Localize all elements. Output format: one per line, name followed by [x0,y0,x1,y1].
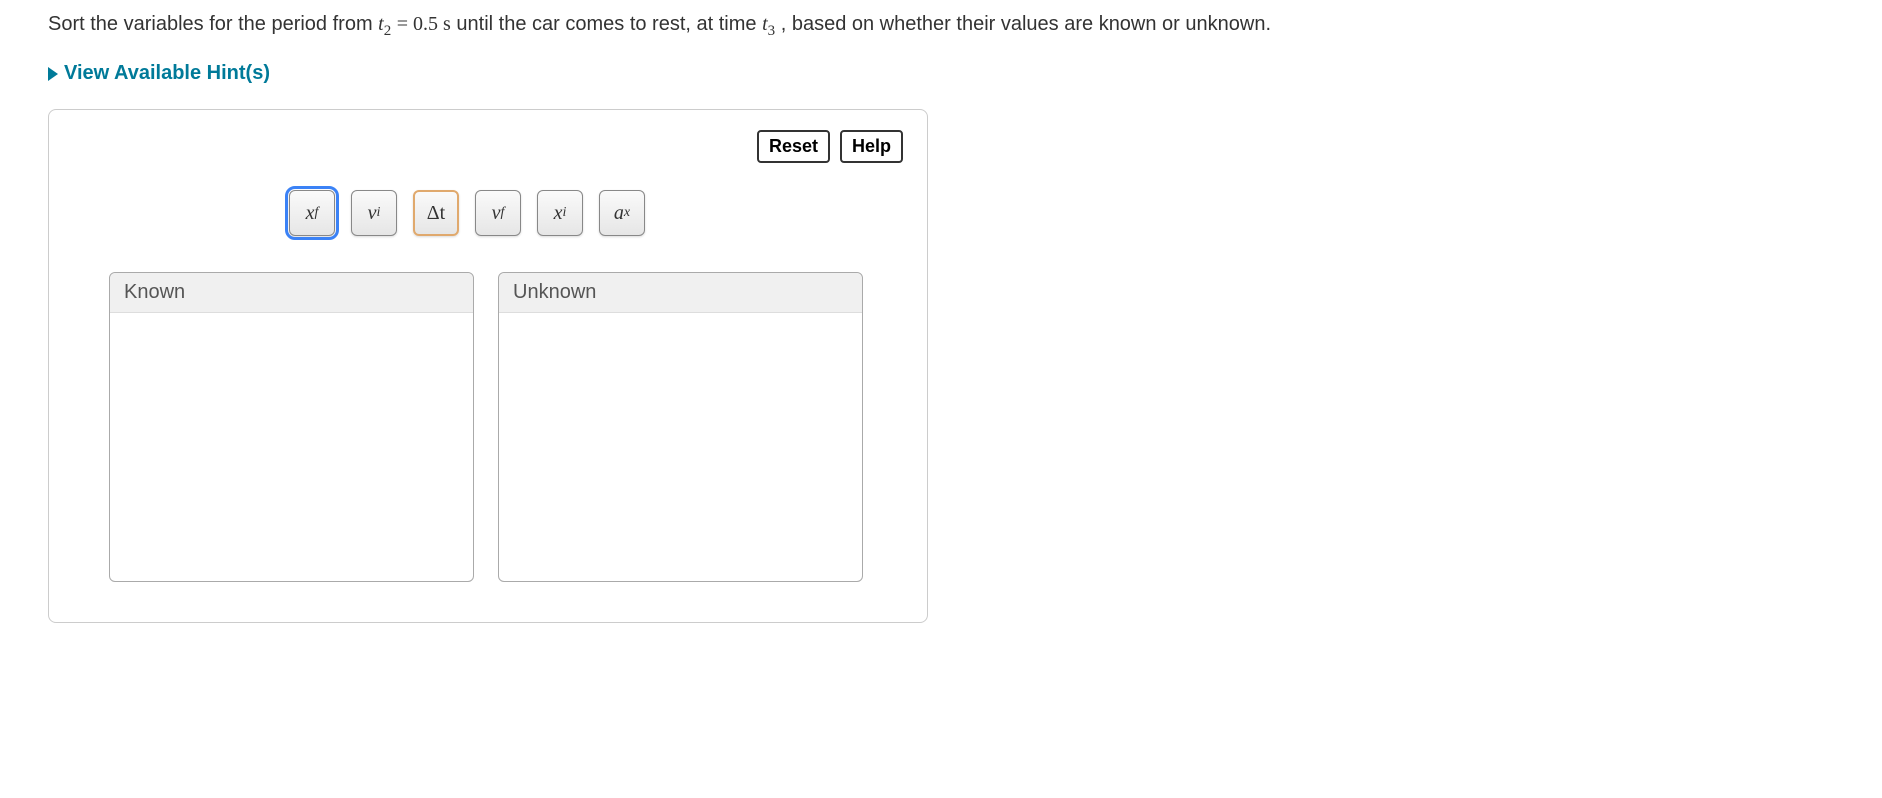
utility-buttons: Reset Help [757,130,903,163]
chip-delta-t[interactable]: Δt [413,190,459,236]
view-hints-toggle[interactable]: View Available Hint(s) [48,62,1834,85]
chip-vi[interactable]: vi [351,190,397,236]
instruction-text: Sort the variables for the period from t… [48,10,1834,42]
unknown-bin[interactable]: Unknown [498,272,863,582]
t3-var: t3 [762,13,775,35]
chip-xf[interactable]: xf [289,190,335,236]
known-bin[interactable]: Known [109,272,474,582]
sorting-workspace: Reset Help xf vi Δt vf xi ax Known Unkno… [48,109,928,623]
drop-bins: Known Unknown [109,272,903,582]
t2-value: = 0.5 s [397,13,451,35]
instruction-mid: until the car comes to rest, at time [456,13,762,35]
hints-label: View Available Hint(s) [64,62,270,85]
help-button[interactable]: Help [840,130,903,163]
t2-var: t2 [378,13,391,35]
known-bin-label: Known [110,273,473,313]
instruction-prefix: Sort the variables for the period from [48,13,378,35]
chip-ax[interactable]: ax [599,190,645,236]
instruction-suffix: , based on whether their values are know… [781,13,1271,35]
unknown-bin-label: Unknown [499,273,862,313]
chevron-right-icon [48,67,58,81]
variable-chips-row: xf vi Δt vf xi ax [289,190,903,236]
chip-xi[interactable]: xi [537,190,583,236]
reset-button[interactable]: Reset [757,130,830,163]
chip-vf[interactable]: vf [475,190,521,236]
